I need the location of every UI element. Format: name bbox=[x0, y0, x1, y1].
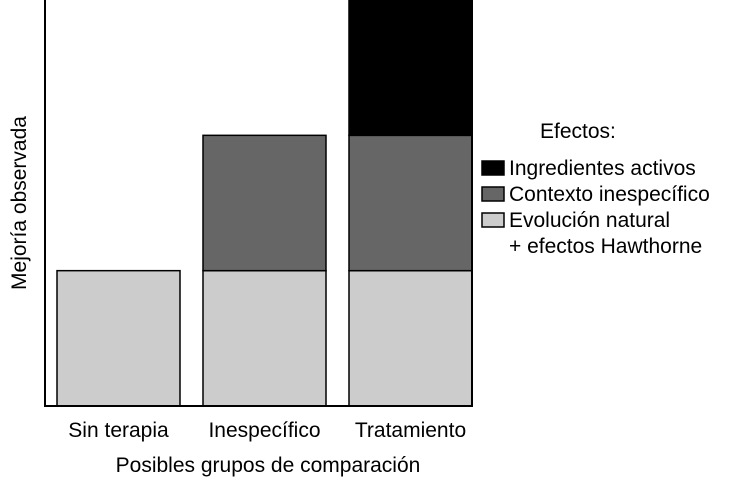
x-tick-label: Inespecífico bbox=[208, 419, 320, 442]
bar-2-series-2 bbox=[348, 0, 473, 137]
x-tick-label: Sin terapia bbox=[68, 419, 169, 442]
legend-label: Contexto inespecífico bbox=[509, 183, 710, 206]
bar-0-series-0 bbox=[56, 269, 181, 407]
x-tick-label: Tratamiento bbox=[355, 419, 466, 442]
bar-1-series-0 bbox=[202, 269, 327, 407]
legend-swatch bbox=[481, 212, 505, 228]
legend-title: Efectos: bbox=[540, 120, 616, 143]
legend-label: Evolución natural bbox=[509, 209, 670, 232]
bar-2-series-0 bbox=[348, 269, 473, 407]
y-axis-title: Mejoría observada bbox=[8, 116, 31, 290]
legend-label: Ingredientes activos bbox=[509, 157, 696, 180]
bar-2-series-1 bbox=[348, 134, 473, 272]
legend-swatch bbox=[481, 160, 505, 176]
x-axis-title: Posibles grupos de comparación bbox=[116, 454, 421, 477]
legend-label-line2: + efectos Hawthorne bbox=[509, 235, 702, 258]
legend-swatch bbox=[481, 186, 505, 202]
bar-1-series-1 bbox=[202, 134, 327, 272]
legend: Efectos: Ingredientes activos Contexto in… bbox=[481, 120, 710, 258]
axes-layer bbox=[44, 0, 473, 407]
x-tick-labels: Sin terapia Inespecífico Tratamiento bbox=[68, 419, 466, 442]
bars-layer bbox=[56, 0, 473, 407]
